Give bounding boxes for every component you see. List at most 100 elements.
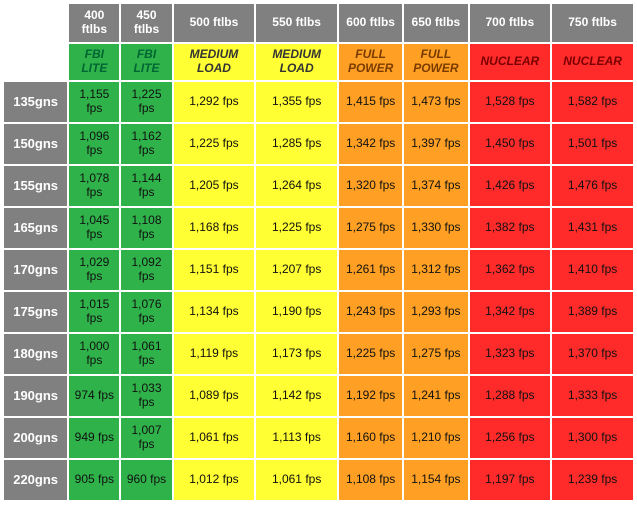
velocity-cell: 1,333 fps <box>552 376 633 416</box>
table-row: 170gns1,029 fps1,092 fps1,151 fps1,207 f… <box>4 250 633 290</box>
velocity-cell: 1,275 fps <box>404 334 467 374</box>
velocity-cell: 1,362 fps <box>470 250 551 290</box>
velocity-cell: 1,033 fps <box>121 376 171 416</box>
velocity-cell: 1,076 fps <box>121 292 171 332</box>
velocity-cell: 1,134 fps <box>174 292 255 332</box>
velocity-cell: 1,410 fps <box>552 250 633 290</box>
weight-header-4: 170gns <box>4 250 67 290</box>
velocity-table: 400 ftlbs450 ftlbs500 ftlbs550 ftlbs600 … <box>2 2 635 502</box>
velocity-cell: 1,029 fps <box>69 250 119 290</box>
velocity-cell: 1,207 fps <box>256 250 337 290</box>
velocity-cell: 1,061 fps <box>174 418 255 458</box>
velocity-cell: 1,382 fps <box>470 208 551 248</box>
weight-header-7: 190gns <box>4 376 67 416</box>
velocity-cell: 949 fps <box>69 418 119 458</box>
velocity-cell: 1,092 fps <box>121 250 171 290</box>
velocity-cell: 1,264 fps <box>256 166 337 206</box>
energy-header-6: 700 ftlbs <box>470 4 551 42</box>
velocity-cell: 1,225 fps <box>256 208 337 248</box>
category-header-7: NUCLEAR <box>552 44 633 80</box>
velocity-cell: 960 fps <box>121 460 171 500</box>
velocity-cell: 1,155 fps <box>69 82 119 122</box>
velocity-cell: 1,168 fps <box>174 208 255 248</box>
velocity-cell: 1,275 fps <box>339 208 402 248</box>
velocity-cell: 1,426 fps <box>470 166 551 206</box>
weight-header-8: 200gns <box>4 418 67 458</box>
velocity-cell: 1,476 fps <box>552 166 633 206</box>
weight-header-5: 175gns <box>4 292 67 332</box>
velocity-cell: 1,119 fps <box>174 334 255 374</box>
weight-header-6: 180gns <box>4 334 67 374</box>
velocity-cell: 1,108 fps <box>121 208 171 248</box>
table-row: 200gns949 fps1,007 fps1,061 fps1,113 fps… <box>4 418 633 458</box>
category-header-0: FBI LITE <box>69 44 119 80</box>
velocity-cell: 1,205 fps <box>174 166 255 206</box>
velocity-cell: 1,389 fps <box>552 292 633 332</box>
velocity-cell: 1,108 fps <box>339 460 402 500</box>
energy-header-1: 450 ftlbs <box>121 4 171 42</box>
weight-header-9: 220gns <box>4 460 67 500</box>
table-row: 155gns1,078 fps1,144 fps1,205 fps1,264 f… <box>4 166 633 206</box>
velocity-cell: 1,300 fps <box>552 418 633 458</box>
velocity-cell: 1,415 fps <box>339 82 402 122</box>
velocity-cell: 1,397 fps <box>404 124 467 164</box>
velocity-cell: 1,239 fps <box>552 460 633 500</box>
velocity-cell: 1,142 fps <box>256 376 337 416</box>
velocity-cell: 1,190 fps <box>256 292 337 332</box>
velocity-cell: 1,151 fps <box>174 250 255 290</box>
velocity-cell: 1,342 fps <box>470 292 551 332</box>
velocity-cell: 1,256 fps <box>470 418 551 458</box>
velocity-cell: 1,261 fps <box>339 250 402 290</box>
velocity-cell: 1,323 fps <box>470 334 551 374</box>
velocity-cell: 1,285 fps <box>256 124 337 164</box>
velocity-cell: 1,144 fps <box>121 166 171 206</box>
velocity-cell: 1,330 fps <box>404 208 467 248</box>
table-row: 175gns1,015 fps1,076 fps1,134 fps1,190 f… <box>4 292 633 332</box>
category-header-6: NUCLEAR <box>470 44 551 80</box>
velocity-cell: 1,374 fps <box>404 166 467 206</box>
velocity-cell: 1,241 fps <box>404 376 467 416</box>
table-row: 150gns1,096 fps1,162 fps1,225 fps1,285 f… <box>4 124 633 164</box>
velocity-cell: 1,007 fps <box>121 418 171 458</box>
velocity-cell: 1,061 fps <box>121 334 171 374</box>
velocity-cell: 1,342 fps <box>339 124 402 164</box>
energy-header-2: 500 ftlbs <box>174 4 255 42</box>
table-row: 165gns1,045 fps1,108 fps1,168 fps1,225 f… <box>4 208 633 248</box>
velocity-cell: 1,501 fps <box>552 124 633 164</box>
velocity-cell: 1,370 fps <box>552 334 633 374</box>
table-row: 190gns974 fps1,033 fps1,089 fps1,142 fps… <box>4 376 633 416</box>
energy-header-3: 550 ftlbs <box>256 4 337 42</box>
weight-header-3: 165gns <box>4 208 67 248</box>
velocity-cell: 1,078 fps <box>69 166 119 206</box>
category-header-1: FBI LITE <box>121 44 171 80</box>
velocity-cell: 1,045 fps <box>69 208 119 248</box>
velocity-cell: 1,528 fps <box>470 82 551 122</box>
velocity-cell: 1,192 fps <box>339 376 402 416</box>
velocity-cell: 1,173 fps <box>256 334 337 374</box>
velocity-cell: 1,089 fps <box>174 376 255 416</box>
table-row: 220gns905 fps960 fps1,012 fps1,061 fps1,… <box>4 460 633 500</box>
velocity-cell: 1,320 fps <box>339 166 402 206</box>
velocity-cell: 1,160 fps <box>339 418 402 458</box>
weight-header-2: 155gns <box>4 166 67 206</box>
velocity-cell: 1,012 fps <box>174 460 255 500</box>
energy-header-5: 650 ftlbs <box>404 4 467 42</box>
velocity-cell: 974 fps <box>69 376 119 416</box>
velocity-cell: 1,000 fps <box>69 334 119 374</box>
velocity-cell: 1,162 fps <box>121 124 171 164</box>
weight-header-1: 150gns <box>4 124 67 164</box>
category-header-5: FULL POWER <box>404 44 467 80</box>
corner-cell-2 <box>4 44 67 80</box>
corner-cell <box>4 4 67 42</box>
velocity-cell: 1,225 fps <box>121 82 171 122</box>
energy-header-7: 750 ftlbs <box>552 4 633 42</box>
velocity-cell: 1,225 fps <box>339 334 402 374</box>
velocity-cell: 1,225 fps <box>174 124 255 164</box>
weight-header-0: 135gns <box>4 82 67 122</box>
category-header-3: MEDIUM LOAD <box>256 44 337 80</box>
velocity-cell: 1,061 fps <box>256 460 337 500</box>
energy-header-0: 400 ftlbs <box>69 4 119 42</box>
velocity-cell: 1,431 fps <box>552 208 633 248</box>
velocity-cell: 1,293 fps <box>404 292 467 332</box>
velocity-cell: 1,096 fps <box>69 124 119 164</box>
